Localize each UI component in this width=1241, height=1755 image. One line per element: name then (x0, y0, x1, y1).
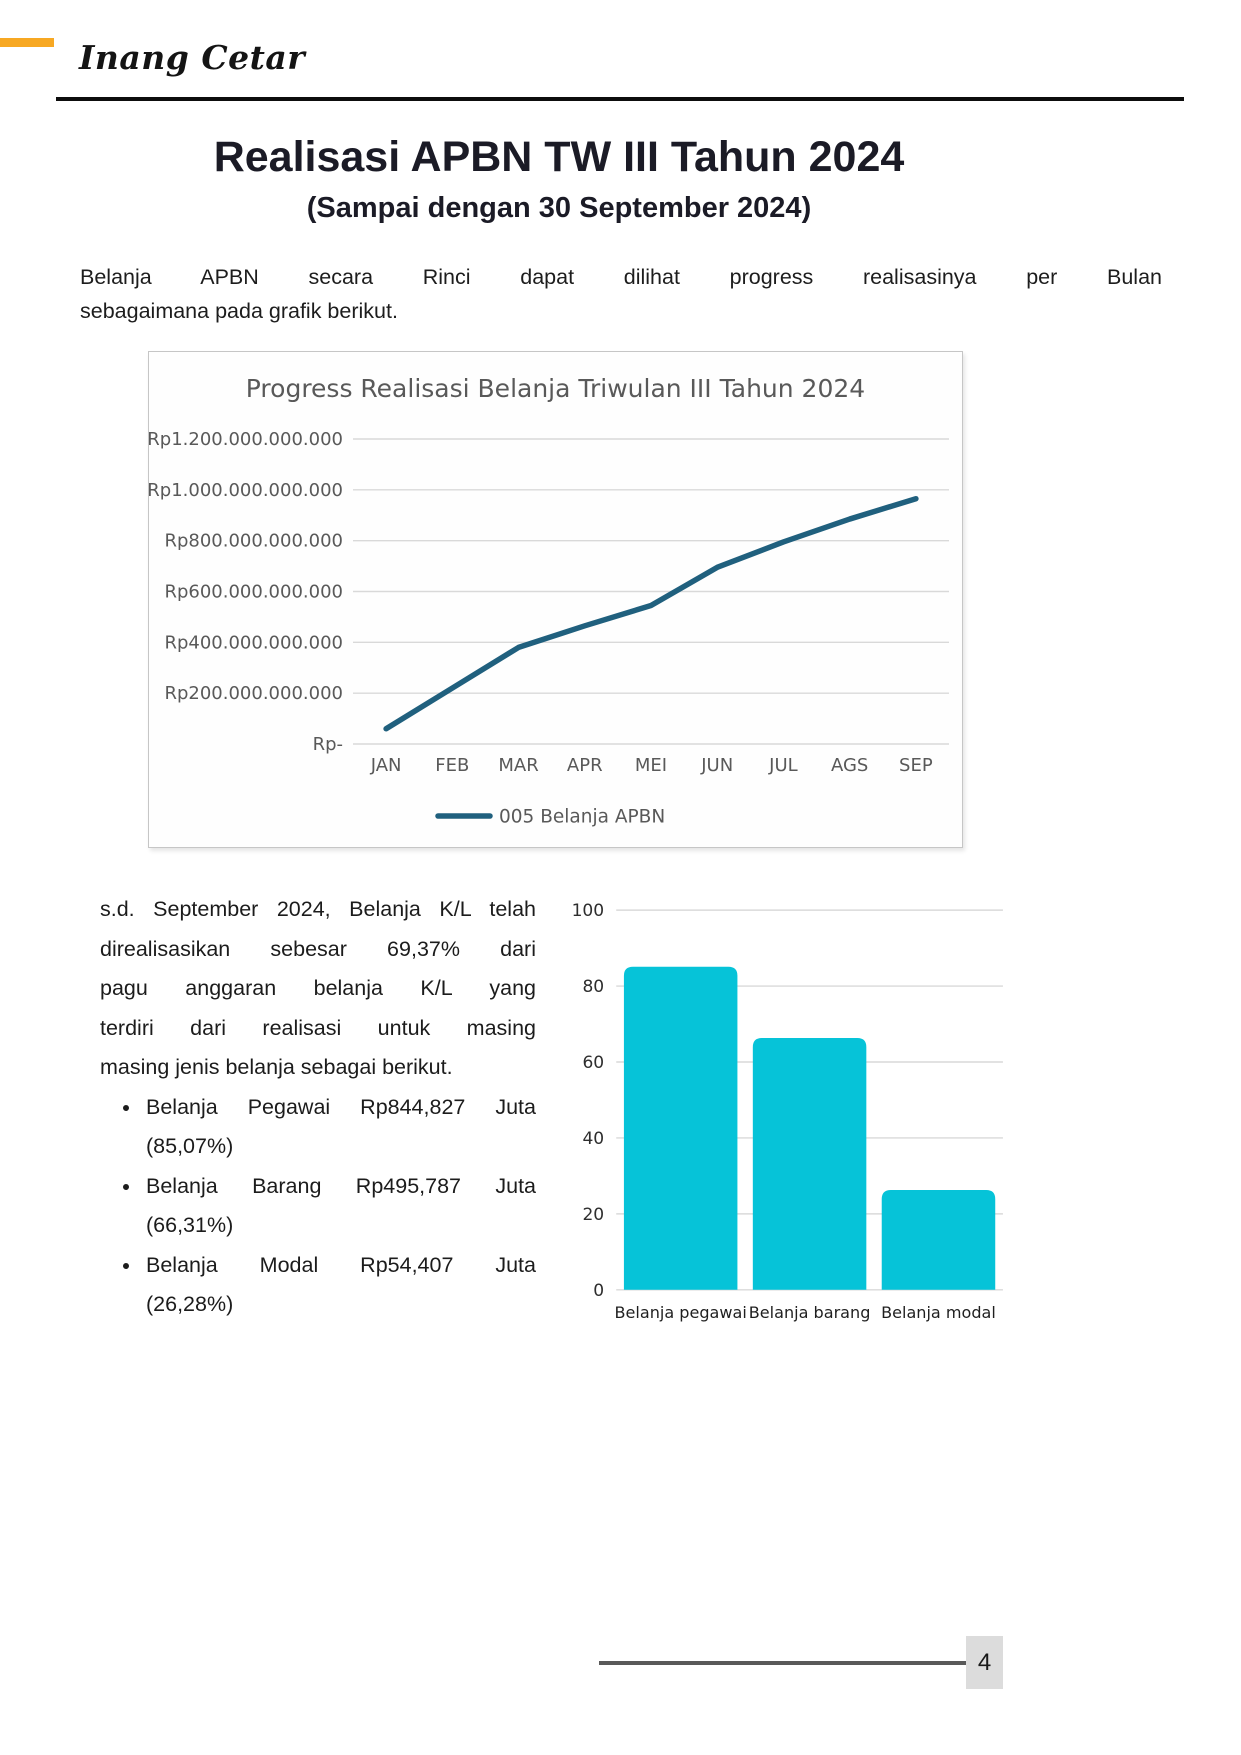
bar-chart-svg: 0 20 40 60 80 100 Belanja pegawai Belanja baran… (572, 901, 1003, 1322)
x-axis-tick-label: MAR (498, 755, 538, 776)
bar-belanja-barang (752, 1038, 867, 1290)
x-axis-tick-label: MEI (635, 755, 667, 776)
footer-rule (599, 1661, 966, 1665)
y-axis-tick-label: Rp1.200.000.000.000 (149, 429, 343, 450)
bar-chart-area: 0 20 40 60 80 100 Belanja pegawai Belanja baran… (566, 893, 1018, 1325)
page-number-badge: 4 (966, 1636, 1003, 1689)
y-axis-tick-label: Rp- (313, 734, 343, 755)
x-axis-tick-label: SEP (899, 755, 933, 776)
text-line: Belanja APBN secara Rinci dapat dilihat … (80, 265, 1162, 289)
x-axis-tick-label: APR (567, 755, 603, 776)
page-number: 4 (977, 1648, 992, 1676)
y-axis-tick-label: Rp800.000.000.000 (164, 531, 343, 552)
y-axis-tick-label: 100 (572, 901, 605, 921)
page-title: Realisasi APBN TW III Tahun 2024 (213, 133, 905, 181)
header-rule (56, 97, 1184, 101)
y-axis-tick-label: 40 (582, 1129, 604, 1149)
y-axis-tick-label: Rp400.000.000.000 (164, 632, 343, 653)
x-axis-tick-label: JAN (370, 755, 402, 776)
y-axis-tick-label: Rp1.000.000.000.000 (149, 480, 343, 501)
text-line: masing jenis belanja sebagai berikut. (100, 1055, 453, 1080)
y-axis-tick-label: 80 (582, 977, 604, 997)
y-axis-tick-label: 20 (582, 1205, 604, 1225)
line-chart-title: Progress Realisasi Belanja Triwulan III … (245, 374, 866, 403)
analysis-text-column: s.d. September 2024, Belanja K/L telah di… (100, 890, 536, 1325)
text-line: terdiri dari realisasi untuk masing (100, 1015, 536, 1040)
spending-list: Belanja Pegawai Rp844,827 Juta (85,07%) … (100, 1088, 536, 1325)
line-chart-card: Progress Realisasi Belanja Triwulan III … (148, 351, 963, 848)
line-chart-svg: Rp1.200.000.000.000 Rp1.000.000.000.000 Rp… (149, 429, 949, 828)
list-item-text: Belanja Pegawai Rp844,827 Juta (146, 1094, 536, 1119)
brand-name: Inang Cetar (79, 38, 306, 77)
list-item-belanja-pegawai: Belanja Pegawai Rp844,827 Juta (85,07%) (142, 1088, 536, 1167)
text-line: s.d. September 2024, Belanja K/L telah (100, 897, 536, 921)
list-item-percentage: (85,07%) (146, 1134, 234, 1159)
list-item-percentage: (66,31%) (146, 1213, 234, 1238)
list-item-text: Belanja Barang Rp495,787 Juta (146, 1173, 536, 1198)
y-axis-tick-label: Rp200.000.000.000 (164, 683, 343, 704)
text-line: direalisasikan sebesar 69,37% dari (100, 936, 536, 961)
bar-belanja-modal (881, 1190, 996, 1290)
page-subtitle: (Sampai dengan 30 September 2024) (306, 192, 812, 224)
intro-paragraph: Belanja APBN secara Rinci dapat dilihat … (80, 260, 1162, 329)
legend-label: 005 Belanja APBN (499, 807, 665, 828)
x-axis-tick-label: AGS (831, 755, 868, 776)
y-axis-tick-label: 0 (593, 1281, 604, 1301)
accent-bar (0, 38, 54, 47)
x-axis-tick-label: FEB (435, 755, 469, 776)
x-axis-tick-label: JUN (700, 755, 733, 776)
list-item-belanja-modal: Belanja Modal Rp54,407 Juta (26,28%) (142, 1246, 536, 1325)
series-line (383, 495, 919, 732)
bar-belanja-pegawai (623, 966, 738, 1290)
list-item-percentage: (26,28%) (146, 1292, 234, 1317)
y-axis-tick-label: Rp600.000.000.000 (164, 582, 343, 603)
list-item-text: Belanja Modal Rp54,407 Juta (146, 1252, 536, 1277)
analysis-paragraph: s.d. September 2024, Belanja K/L telah di… (100, 890, 536, 1088)
x-axis-tick-label: JUL (768, 755, 798, 776)
y-axis-tick-label: 60 (582, 1053, 604, 1073)
text-line: sebagaimana pada grafik berikut. (80, 299, 398, 324)
text-line: pagu anggaran belanja K/L yang (100, 976, 536, 1001)
x-axis-category-label: Belanja barang (749, 1303, 871, 1322)
list-item-belanja-barang: Belanja Barang Rp495,787 Juta (66,31%) (142, 1167, 536, 1246)
x-axis-category-label: Belanja modal (881, 1303, 996, 1322)
x-axis-category-label: Belanja pegawai (614, 1303, 746, 1322)
